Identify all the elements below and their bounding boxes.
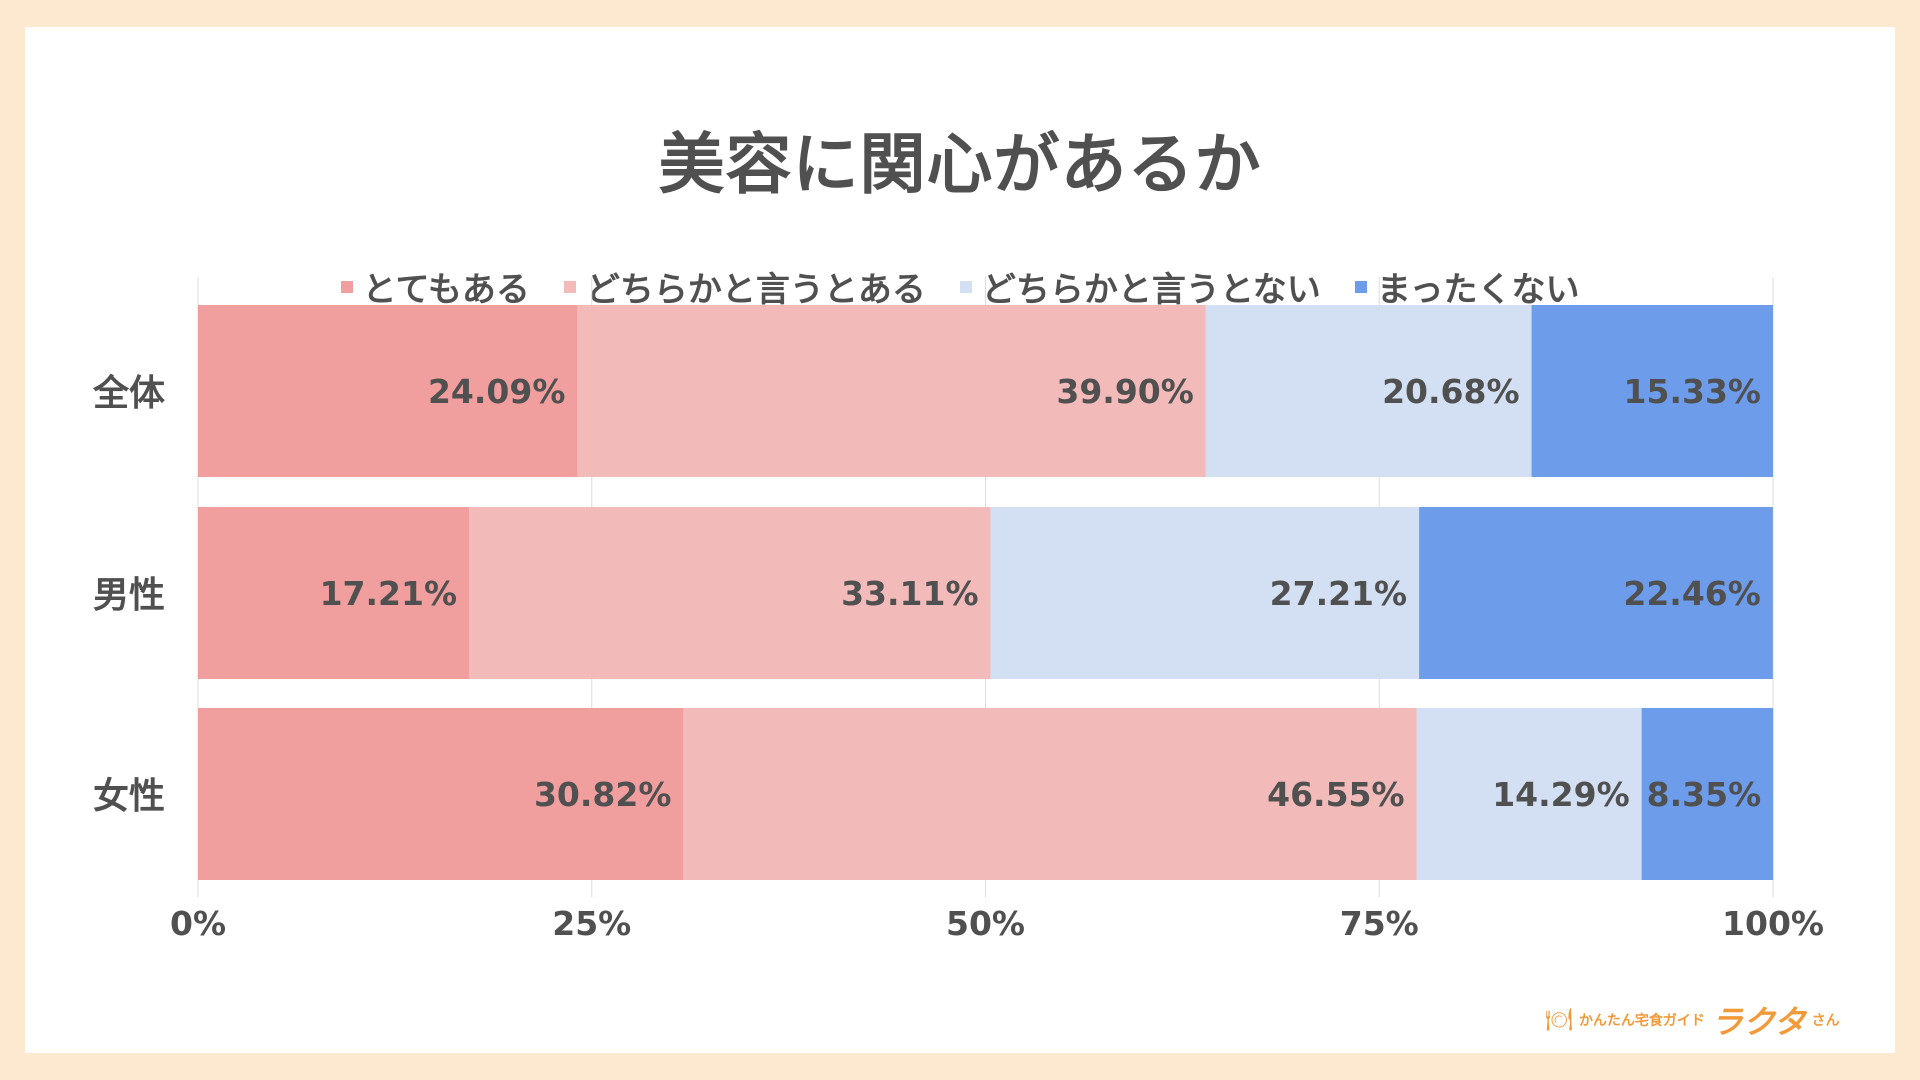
bar-segment <box>1531 305 1773 477</box>
bar-segment <box>1205 305 1532 477</box>
legend-item: どちらかと言うとない <box>959 262 1321 311</box>
data-label: 33.11% <box>841 574 978 613</box>
legend-label: どちらかと言うとある <box>585 270 926 310</box>
x-tick-label: 25% <box>552 904 631 943</box>
data-label: 22.46% <box>1623 574 1760 613</box>
category-label: 全体 <box>92 372 165 414</box>
data-label: 30.82% <box>534 775 671 814</box>
legend-swatch <box>340 280 353 293</box>
x-tick-label: 100% <box>1722 904 1824 943</box>
legend-label: まったくない <box>1376 270 1580 310</box>
brand-name: ラクタ <box>1710 1003 1806 1041</box>
bar-segment <box>198 507 470 679</box>
category-label: 男性 <box>93 575 165 616</box>
x-tick-label: 0% <box>170 904 226 943</box>
data-label: 24.09% <box>428 372 565 411</box>
data-label: 17.21% <box>320 574 457 613</box>
chart-legend: とてもある どちらかと言うとある どちらかと言うとない まったくない <box>25 262 1895 311</box>
chart-card: 美容に関心があるか とてもある どちらかと言うとある どちらかと言うとない まったくな… <box>25 27 1895 1053</box>
data-label: 15.33% <box>1624 372 1761 411</box>
data-label: 27.21% <box>1270 574 1407 613</box>
legend-item: どちらかと言うとある <box>563 262 926 311</box>
legend-label: どちらかと言うとない <box>981 270 1321 310</box>
plate-icon: 🍽 <box>1545 1007 1573 1033</box>
legend-label: とてもある <box>362 270 530 310</box>
legend-swatch <box>959 280 972 293</box>
data-label: 14.29% <box>1492 775 1629 814</box>
brand-subtitle: かんたん宅食ガイド <box>1578 1013 1705 1029</box>
stacked-bar-chart: 24.09% 39.90% 20.68% 15.33% 全体 17.21% 33.11% 27… <box>92 277 1824 943</box>
data-label: 39.90% <box>1056 372 1193 411</box>
data-label: 20.68% <box>1382 372 1519 411</box>
bar-segment <box>683 708 1417 880</box>
category-label: 女性 <box>93 776 165 817</box>
bar-segment <box>198 708 684 880</box>
legend-item: とてもある <box>340 262 530 311</box>
bar-segment <box>1419 507 1773 679</box>
legend-swatch <box>1354 280 1367 293</box>
brand-logo: 🍽 かんたん宅食ガイド ラクタ さん <box>1545 997 1840 1043</box>
chart-title: 美容に関心があるか <box>658 126 1262 203</box>
data-label: 8.35% <box>1647 775 1762 814</box>
bar-segment <box>1416 708 1642 880</box>
bar-segment <box>1641 708 1774 880</box>
bar-segment <box>198 305 578 477</box>
bar-segment <box>990 507 1420 679</box>
data-label: 46.55% <box>1267 775 1404 814</box>
legend-swatch <box>563 280 576 293</box>
bar-segment <box>469 507 991 679</box>
x-tick-label: 75% <box>1340 904 1419 943</box>
brand-suffix: さん <box>1811 1013 1840 1029</box>
x-tick-label: 50% <box>946 904 1025 943</box>
legend-item: まったくない <box>1354 262 1580 311</box>
bar-segment <box>577 305 1206 477</box>
